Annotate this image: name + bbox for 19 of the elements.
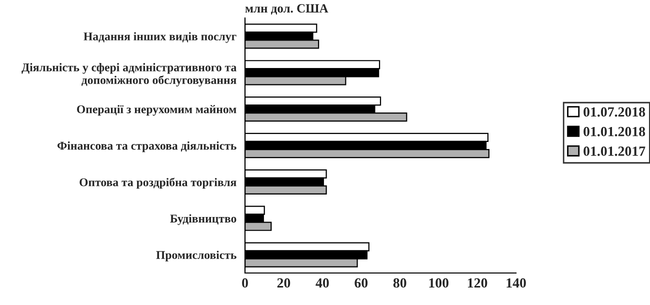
x-tick-label: 0 xyxy=(242,278,248,288)
legend-label: 01.01.2017 xyxy=(584,146,646,156)
chart-title: млн дол. США xyxy=(245,4,328,15)
y-tick-label: Оптова та роздрібна торгівля xyxy=(80,178,236,189)
y-tick-label: Фінансова та страхова діяльність xyxy=(57,141,236,152)
x-tick-label: 20 xyxy=(277,278,290,288)
x-tick-label: 60 xyxy=(354,278,368,288)
x-tick-label: 120 xyxy=(468,278,488,288)
legend-label: 01.07.2018 xyxy=(584,107,646,117)
x-tick-label: 140 xyxy=(506,278,526,288)
y-tick-label: Промисловість xyxy=(156,250,236,262)
x-tick-label: 40 xyxy=(316,278,329,288)
y-tick-label: Надання інших видів послуг xyxy=(84,32,236,43)
y-tick-label: Будівництво xyxy=(170,214,236,225)
y-tick-label: Операції з нерухомим майном xyxy=(77,104,236,116)
x-tick-label: 80 xyxy=(393,278,406,288)
legend-label: 01.01.2018 xyxy=(584,126,646,136)
x-tick-label: 100 xyxy=(429,278,448,288)
y-tick-label: Діяльність у сфері адміністративного та допоміжного обслуговування xyxy=(22,63,236,86)
